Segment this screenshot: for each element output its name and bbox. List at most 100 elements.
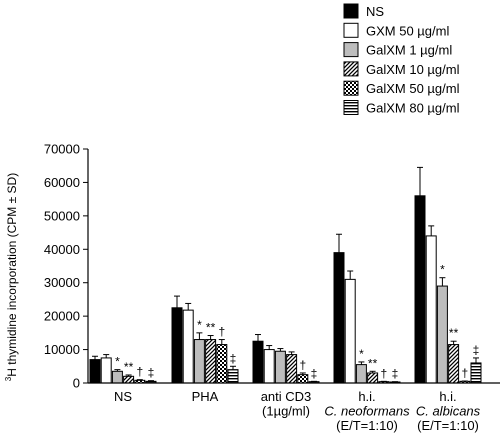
significance-marker: * [359,347,364,361]
bar [263,349,275,384]
bar [355,364,367,384]
bar-group [414,166,426,384]
x-axis-labels: NS PHA anti CD3(1µg/ml)h.i.C. neoformans(E… [114,389,481,433]
bar-group [355,361,367,384]
legend-label: GXM 50 µg/ml [366,23,449,38]
bar [344,278,356,384]
bar [448,344,460,384]
legend-item: GalXM 10 µg/ml [343,61,460,77]
bar-group [297,372,309,384]
legend-swatch [343,100,359,115]
bar-group [193,332,205,384]
x-label-line: anti CD3 [261,389,312,404]
bar [205,339,217,384]
bar [425,235,437,384]
bar-group [436,277,448,384]
x-label-line: C. albicans [416,404,481,419]
bar-group [344,270,356,384]
bar [286,354,298,384]
legend-item: GXM 50 µg/ml [343,22,449,38]
x-label-line: PHA [192,389,219,404]
significance-marker: * [115,355,120,369]
y-tick-label: 50000 [44,208,80,223]
legend-item: GalXM 50 µg/ml [343,80,460,96]
legend-swatch [343,61,359,77]
bar-group [367,370,379,384]
y-tick-label: 70000 [44,142,80,157]
bar-group [205,335,217,384]
significance-marker: * [197,318,202,332]
bar [252,340,264,384]
x-category-label: NS [114,389,132,404]
x-category-label: anti CD3(1µg/ml) [261,389,312,419]
significance-marker: † [136,365,143,379]
bar [436,285,448,384]
legend-label: GalXM 1 µg/ml [366,43,452,58]
y-tick-label: 60000 [44,175,80,190]
y-tick-label: 40000 [44,242,80,257]
legend-swatch [343,42,359,58]
y-axis-label: 3H thymidine incorporation (CPM ± SD) [4,173,19,381]
legend-item: NS [343,3,384,19]
bar-group [286,351,298,384]
x-label-line: (1µg/ml) [262,404,310,419]
bar [274,350,286,384]
bar-group [252,334,264,384]
significance-annotations: * ** † ‡* ** †‡ †‡***† ‡***†‡ [115,263,479,381]
legend-label: GalXM 50 µg/ml [366,81,460,96]
y-tick-label: 20000 [44,309,80,324]
legend-swatch [343,3,359,19]
bar [297,374,309,384]
significance-marker: ** [368,356,378,370]
legend-label: GalXM 80 µg/ml [366,101,460,116]
significance-marker: ‡ [473,343,480,357]
significance-marker: * [440,263,445,277]
bar [123,375,135,384]
bar-group [100,354,112,384]
bar-group [123,374,135,384]
x-category-label: h.i.C. neoformans(E/T=1:10) [324,389,410,433]
x-label-line: NS [114,389,132,404]
significance-marker: ** [124,360,134,374]
bar-group [448,340,460,384]
legend-label: GalXM 10 µg/ml [366,62,460,77]
significance-marker: ‡ [311,366,318,380]
bar [470,362,482,384]
significance-marker: ‡ [230,351,237,365]
x-category-label: PHA [192,389,219,404]
bar [111,370,123,384]
bar [414,195,426,384]
x-label-line: (E/T=1:10) [417,418,479,433]
bar-group [274,348,286,384]
bar-group [470,357,482,384]
axes [87,149,500,384]
bar-group [263,345,275,384]
bar [216,344,228,384]
bar [367,372,379,384]
bar-group [111,369,123,384]
x-label-line: h.i. [439,389,456,404]
significance-marker: † [461,366,468,380]
legend-item: GalXM 1 µg/ml [343,42,452,58]
bar [100,357,112,384]
bar-group [182,302,194,384]
y-axis-label-main: H thymidine incorporation (CPM ± SD) [5,173,19,377]
significance-marker: ** [206,321,216,335]
x-label-line: (E/T=1:10) [336,418,398,433]
y-tick-label: 30000 [44,275,80,290]
legend: NS GXM 50 µg/ml GalXM 1 µg/ml GalXM 10 µg/m… [343,3,460,116]
legend-item: GalXM 80 µg/ml [343,100,460,116]
bar [89,359,101,384]
x-label-line: h.i. [358,389,375,404]
bar-group [227,365,239,384]
x-label-line: C. neoformans [324,404,410,419]
bar-group [89,355,101,384]
y-tick-label: 10000 [44,342,80,357]
y-tick-label: 0 [73,376,80,391]
significance-marker: ‡ [392,367,399,381]
bars [89,166,482,384]
significance-marker: ** [449,326,459,340]
significance-marker: ‡ [148,366,155,380]
bar [182,309,194,384]
